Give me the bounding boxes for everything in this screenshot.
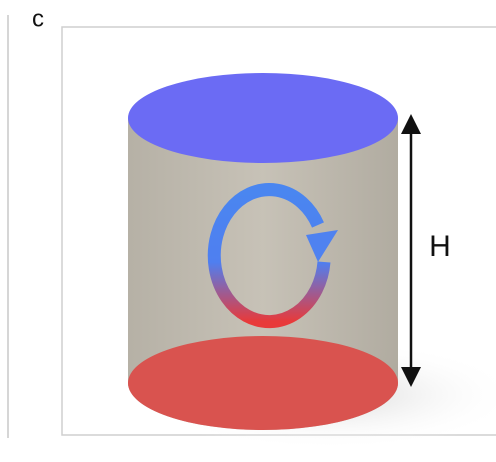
page: c H (() => { const data = JSON.parse(doc…	[0, 0, 496, 462]
cylinder-bottom	[128, 336, 398, 430]
height-label: H	[429, 230, 451, 263]
cylinder-top	[128, 73, 398, 163]
panel-label: c	[32, 5, 44, 32]
diagram: c H	[0, 0, 496, 462]
